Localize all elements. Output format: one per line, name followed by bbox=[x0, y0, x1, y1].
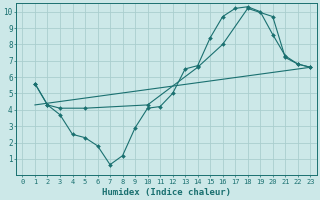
X-axis label: Humidex (Indice chaleur): Humidex (Indice chaleur) bbox=[102, 188, 231, 197]
